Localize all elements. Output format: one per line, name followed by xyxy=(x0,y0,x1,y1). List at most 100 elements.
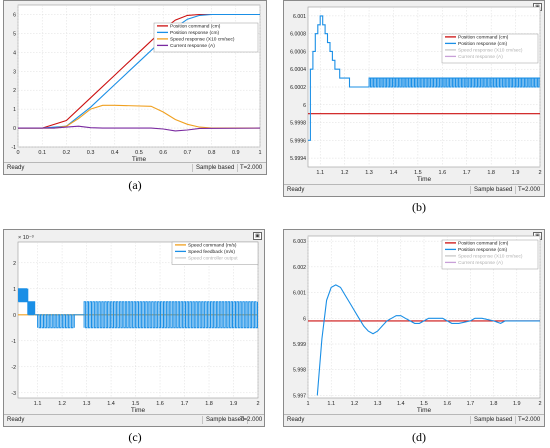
status-bar-a: Ready Sample based T=2.000 xyxy=(4,162,266,174)
x-tick-label: 0.4 xyxy=(111,150,119,156)
y-tick-label: 6.0006 xyxy=(290,49,306,55)
legend-label: Current response (A) xyxy=(170,43,215,49)
scope-window-a: 0 0.1 0.2 0.3 0.4 0.5 0.6 0.7 0.8 0.9 1 -1 0 1 2 3 4 5 6 Ti… xyxy=(3,0,267,175)
panel-c: ▣ 1.1 1.2 1.3 1.4 1.5 1.6 1.7 1.8 1.9 2 2 1 0 -1 -2 -3 T… xyxy=(3,229,267,448)
x-tick-label: 1.8 xyxy=(487,170,495,176)
y-tick-label: -1 xyxy=(11,339,16,345)
legend-box xyxy=(153,22,259,53)
x-tick-label: 1.3 xyxy=(365,170,373,176)
legend-box xyxy=(441,33,539,64)
y-tick-label: -2 xyxy=(11,365,16,371)
caption-a: (a) xyxy=(128,178,142,192)
x-axis-label: Time xyxy=(131,407,146,414)
y-tick-label: 5.999 xyxy=(293,342,306,348)
x-tick-label: 2 xyxy=(256,401,259,407)
x-tick-label: 1.4 xyxy=(390,170,398,176)
y-tick-label: -1 xyxy=(11,145,16,151)
y-tick-label: 4 xyxy=(13,50,16,56)
x-tick-label: 0.5 xyxy=(135,150,143,156)
y-tick-label: 6 xyxy=(303,316,306,322)
status-mode-c: Sample based xyxy=(202,416,249,424)
x-tick-label: 1.6 xyxy=(443,401,451,407)
chart-c: 1.1 1.2 1.3 1.4 1.5 1.6 1.7 1.8 1.9 2 2 1 0 -1 -2 -3 Tim… xyxy=(11,235,259,414)
scope-window-d: ▣ 11.11.21.31.41.51.61.71.81.926.0036.00… xyxy=(283,229,545,427)
x-tick-label: 1.9 xyxy=(230,401,238,407)
x-tick-label: 1.3 xyxy=(83,401,91,407)
legend-box xyxy=(171,241,259,265)
y-tick-label: 5 xyxy=(13,31,16,37)
chart-b: 1.1 1.2 1.3 1.4 1.5 1.6 1.7 1.8 1.9 2 6.001 6.0008 6… xyxy=(290,6,542,183)
x-tick-label: 1.9 xyxy=(512,170,520,176)
caption-c: (c) xyxy=(128,430,142,444)
legend-label: Speed response (X10 cm/sec) xyxy=(170,37,235,43)
x-tick-label: 0.8 xyxy=(208,150,216,156)
y-tick-label: 6 xyxy=(13,12,16,18)
panel-b: ▣ 1.11.21.31.41.51.61.71.81.926.0016.000… xyxy=(283,0,547,216)
dock-icon[interactable]: ▣ xyxy=(253,232,262,240)
y-tick-label: 6.001 xyxy=(293,14,306,20)
x-tick-label: 1.5 xyxy=(420,401,428,407)
x-tick-label: 1 xyxy=(258,150,261,156)
legend-label: Speed controller output xyxy=(188,256,238,262)
series-speed-response-x10-cm-sec- xyxy=(18,104,260,129)
x-tick-label: 1.7 xyxy=(467,401,475,407)
status-ready-d: Ready xyxy=(287,417,305,423)
y-exponent-label: × 10⁻³ xyxy=(18,235,34,241)
status-time-d: T=2.000 xyxy=(518,417,541,423)
status-mode-d: Sample based xyxy=(470,416,517,424)
series-position-response-cm- xyxy=(308,15,540,141)
legend-label: Current response (A) xyxy=(458,260,503,266)
scope-window-c: ▣ 1.1 1.2 1.3 1.4 1.5 1.6 1.7 1.8 1.9 2 2 1 0 -1 -2 -3 T… xyxy=(3,229,265,427)
x-tick-label: 0 xyxy=(16,150,19,156)
x-tick-label: 1 xyxy=(306,401,309,407)
chart-a: 0 0.1 0.2 0.3 0.4 0.5 0.6 0.7 0.8 0.9 1-10123456Ti… xyxy=(11,4,262,163)
panel-d: ▣ 11.11.21.31.41.51.61.71.81.926.0036.00… xyxy=(283,229,547,448)
x-tick-label: 1.7 xyxy=(463,170,471,176)
series-speed-feedback-m-s- xyxy=(37,314,75,329)
x-tick-label: 0.2 xyxy=(63,150,71,156)
y-tick-label: 2 xyxy=(13,88,16,94)
chart-d: 1 1.1 1.2 1.3 1.4 1.5 1.6 1.7 1.8 1.9 2 6.003 6.002 6… xyxy=(293,235,542,414)
legend-label: Position response (cm) xyxy=(458,247,507,253)
series-current-response-a- xyxy=(18,125,260,132)
x-tick-label: 1.2 xyxy=(58,401,66,407)
y-tick-label: 5.9998 xyxy=(290,121,306,127)
legend-box xyxy=(441,239,539,270)
x-tick-label: 0.9 xyxy=(232,150,240,156)
status-time-a: T=2.000 xyxy=(240,165,263,171)
y-tick-label: 6.0004 xyxy=(290,67,306,73)
y-tick-label: 0 xyxy=(13,313,16,319)
x-tick-label: 1.1 xyxy=(34,401,42,407)
y-tick-label: 0 xyxy=(13,126,16,132)
y-tick-label: 3 xyxy=(13,69,16,75)
status-mode-b: Sample based xyxy=(470,186,517,194)
legend-label: Position command (cm) xyxy=(458,35,509,41)
x-tick-label: 1.7 xyxy=(181,401,189,407)
y-tick-label: 6.003 xyxy=(293,239,306,245)
x-tick-label: 1.4 xyxy=(107,401,115,407)
status-ready-c: Ready xyxy=(7,417,25,423)
series-position-response-cm- xyxy=(316,284,540,396)
caption-b: (b) xyxy=(412,200,426,214)
status-bar-b: Ready Sample based T=2.000 xyxy=(284,184,544,196)
y-tick-label: 6.0008 xyxy=(290,32,306,38)
y-tick-label: 6.0002 xyxy=(290,85,306,91)
x-tick-label: 1.2 xyxy=(351,401,359,407)
status-mode-a: Sample based xyxy=(192,164,239,172)
y-tick-label: 1 xyxy=(13,107,16,113)
status-bar-d: Ready Sample based T=2.000 xyxy=(284,414,544,426)
x-tick-label: 1.5 xyxy=(132,401,140,407)
status-time-c: T=2.000 xyxy=(240,417,263,423)
status-bar-c: Ready Sample based T=2.000 xyxy=(4,414,264,426)
y-tick-label: 6.001 xyxy=(293,291,306,297)
series-speed-feedback-m-s- xyxy=(18,288,29,303)
x-tick-label: 1.5 xyxy=(414,170,422,176)
panel-a: 0 0.1 0.2 0.3 0.4 0.5 0.6 0.7 0.8 0.9 1 -1 0 1 2 3 4 5 6 Ti… xyxy=(3,0,269,194)
legend-label: Speed response (X10 cm/sec) xyxy=(458,254,523,260)
legend-label: Position response (cm) xyxy=(170,30,219,36)
x-tick-label: 1.4 xyxy=(397,401,405,407)
x-tick-label: 2 xyxy=(538,170,541,176)
x-tick-label: 0.7 xyxy=(184,150,192,156)
y-tick-label: 1 xyxy=(13,287,16,293)
status-ready-b: Ready xyxy=(287,187,305,193)
